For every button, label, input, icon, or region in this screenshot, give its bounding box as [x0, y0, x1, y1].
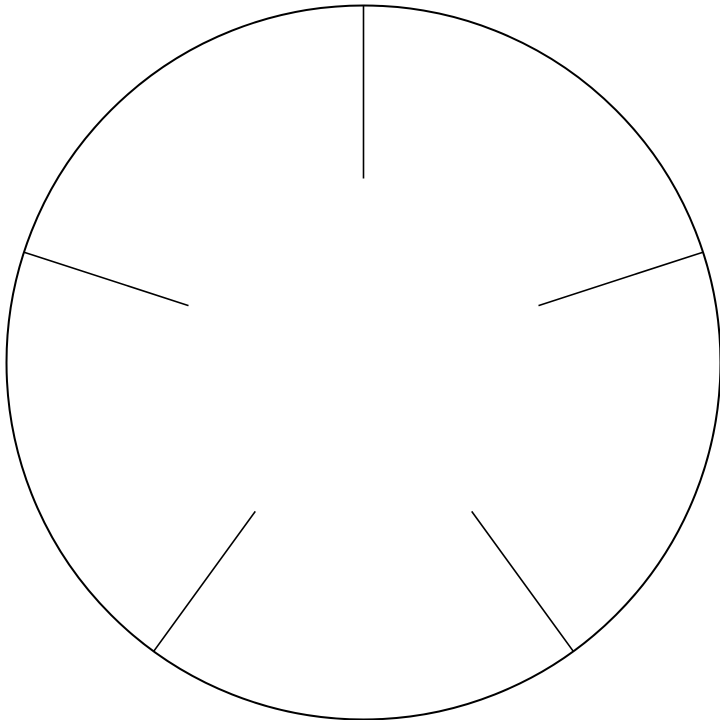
spoke-line-4: [153, 510, 256, 652]
spoke-line-2: [538, 251, 704, 307]
spoke-line-5: [23, 251, 189, 307]
spoke-line-3: [471, 510, 574, 652]
spokes-group: [23, 5, 704, 652]
